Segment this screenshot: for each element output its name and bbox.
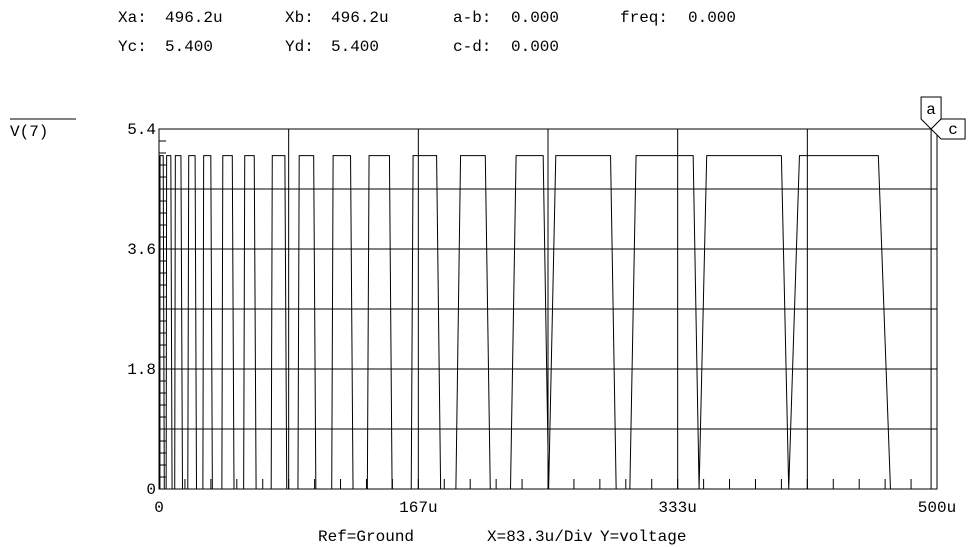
cursor-yd-value: 5.400 [331, 38, 379, 56]
cursor-yd-label: Yd: [285, 38, 314, 56]
cursor-cd-label: c-d: [453, 38, 491, 56]
cursor-a-marker: a [926, 101, 936, 119]
cursor-yc-label: Yc: [118, 38, 147, 56]
y-tick-labels: 0 1.8 3.6 5.4 [127, 121, 156, 499]
x-tick-labels: 0 167u 333u 500u [154, 499, 956, 517]
cursor-freq-value: 0.000 [688, 9, 736, 27]
y-tick-label: 1.8 [127, 361, 156, 379]
grid [159, 129, 937, 489]
footer-ref: Ref=Ground [318, 528, 414, 546]
cursor-ab-label: a-b: [453, 9, 491, 27]
x-tick-label: 500u [918, 499, 956, 517]
cursor-c-marker: c [948, 121, 958, 139]
cursor-c-flag[interactable] [930, 118, 966, 140]
footer-xdiv: X=83.3u/Div [487, 528, 593, 546]
cursor-readout: Xa: 496.2u Xb: 496.2u a-b: 0.000 freq: 0… [118, 9, 736, 56]
x-tick-label: 333u [658, 499, 696, 517]
cursor-cd-value: 0.000 [511, 38, 559, 56]
y-tick-label: 5.4 [127, 121, 156, 139]
x-tick-label: 0 [154, 499, 164, 517]
y-tick-label: 0 [146, 481, 156, 499]
cursor-ab-value: 0.000 [511, 9, 559, 27]
cursor-xb-label: Xb: [285, 9, 314, 27]
x-tick-label: 167u [399, 499, 437, 517]
cursor-xb-value: 496.2u [331, 9, 389, 27]
cursors[interactable]: ac [159, 96, 966, 489]
y-tick-label: 3.6 [127, 241, 156, 259]
trace [158, 155, 891, 490]
footer: Ref=Ground X=83.3u/Div Y=voltage [318, 528, 686, 546]
cursor-yc-value: 5.400 [165, 38, 213, 56]
series-v7-line [158, 155, 891, 490]
legend-series-name: V(7) [10, 123, 48, 141]
cursor-freq-label: freq: [620, 9, 668, 27]
cursor-xa-value: 496.2u [165, 9, 223, 27]
cursor-xa-label: Xa: [118, 9, 147, 27]
footer-ytype: Y=voltage [600, 528, 686, 546]
legend: V(7) [10, 118, 76, 141]
